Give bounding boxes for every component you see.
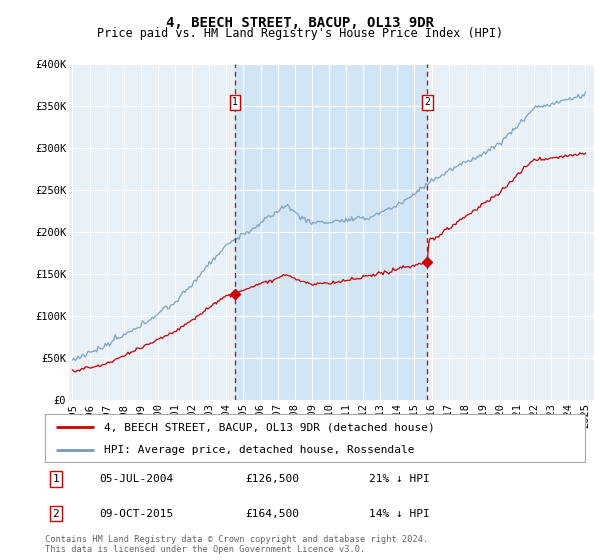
- Bar: [235, 64, 427, 400]
- Text: 2: 2: [52, 508, 59, 519]
- Text: £126,500: £126,500: [245, 474, 299, 484]
- Text: HPI: Average price, detached house, Rossendale: HPI: Average price, detached house, Ross…: [104, 445, 415, 455]
- Text: Contains HM Land Registry data © Crown copyright and database right 2024.
This d: Contains HM Land Registry data © Crown c…: [45, 535, 428, 554]
- Text: 14% ↓ HPI: 14% ↓ HPI: [369, 508, 430, 519]
- Text: 05-JUL-2004: 05-JUL-2004: [99, 474, 173, 484]
- Text: 1: 1: [232, 97, 238, 107]
- Text: £164,500: £164,500: [245, 508, 299, 519]
- Text: 4, BEECH STREET, BACUP, OL13 9DR: 4, BEECH STREET, BACUP, OL13 9DR: [166, 16, 434, 30]
- Text: 4, BEECH STREET, BACUP, OL13 9DR (detached house): 4, BEECH STREET, BACUP, OL13 9DR (detach…: [104, 422, 435, 432]
- Text: 21% ↓ HPI: 21% ↓ HPI: [369, 474, 430, 484]
- Text: Price paid vs. HM Land Registry's House Price Index (HPI): Price paid vs. HM Land Registry's House …: [97, 27, 503, 40]
- Text: 09-OCT-2015: 09-OCT-2015: [99, 508, 173, 519]
- Text: 1: 1: [52, 474, 59, 484]
- Text: 2: 2: [424, 97, 430, 107]
